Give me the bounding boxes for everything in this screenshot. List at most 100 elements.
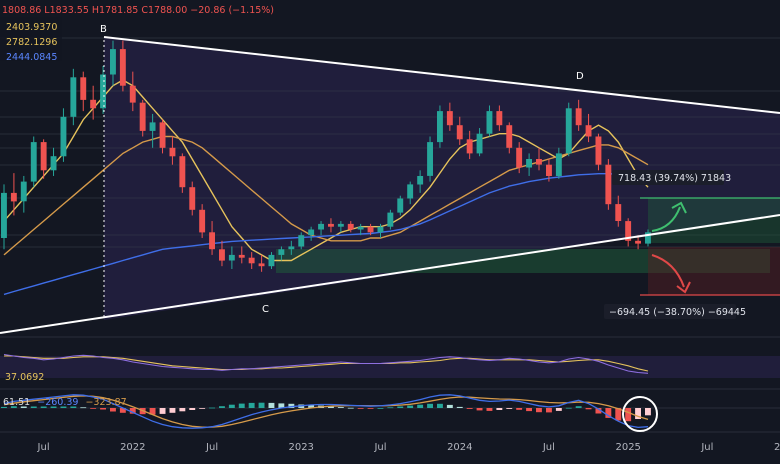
macd-histogram-bar-44 bbox=[437, 403, 443, 408]
candle-body-33 bbox=[328, 223, 334, 227]
x-tick-label-3: 2023 bbox=[288, 442, 313, 453]
macd-histogram-bar-28 bbox=[278, 403, 285, 408]
candle-body-63 bbox=[625, 221, 632, 241]
macd-histogram-bar-7 bbox=[70, 406, 77, 408]
candle-body-42 bbox=[417, 176, 424, 185]
candle-body-44 bbox=[437, 111, 443, 143]
candle-body-28 bbox=[278, 249, 285, 255]
macd-histogram-bar-56 bbox=[555, 408, 562, 411]
macd-histogram-bar-61 bbox=[605, 408, 612, 418]
macd-histogram-bar-12 bbox=[119, 408, 126, 413]
up-target-label-bg bbox=[612, 170, 724, 185]
candle-body-35 bbox=[347, 223, 354, 230]
macd-histogram-bar-10 bbox=[100, 408, 106, 410]
macd-histogram-bar-50 bbox=[496, 408, 503, 410]
lower-trendline bbox=[0, 214, 780, 334]
macd-histogram-bar-17 bbox=[169, 408, 176, 413]
macd-histogram-bar-8 bbox=[80, 407, 87, 409]
macd-histogram-bar-9 bbox=[90, 408, 97, 409]
candle-body-2 bbox=[20, 181, 27, 202]
candle-body-8 bbox=[80, 77, 87, 100]
ma-legend-3: 2444.0845 bbox=[6, 52, 57, 63]
candle-body-19 bbox=[189, 187, 196, 210]
candle-body-57 bbox=[565, 108, 572, 154]
macd-histogram-bar-36 bbox=[357, 408, 364, 409]
macd-histogram-bar-52 bbox=[516, 408, 523, 410]
macd-histogram-bar-3 bbox=[30, 406, 37, 408]
candle-body-12 bbox=[119, 49, 126, 86]
candle-body-58 bbox=[575, 108, 582, 126]
candle-body-54 bbox=[536, 159, 542, 165]
macd-histogram-bar-5 bbox=[50, 406, 57, 408]
svg-text:61.51 −260.39 −323: 61.51 −260.39 −323.87 bbox=[3, 397, 127, 408]
macd-histogram-bar-24 bbox=[238, 403, 245, 408]
x-tick-label-8: Jul bbox=[700, 442, 713, 453]
x-tick-label-7: 2025 bbox=[615, 442, 640, 453]
macd-histogram-bar-51 bbox=[506, 408, 513, 409]
candle-body-61 bbox=[605, 164, 612, 205]
candle-body-7 bbox=[70, 77, 77, 117]
candle-body-4 bbox=[40, 142, 47, 171]
candle-body-53 bbox=[526, 159, 532, 168]
candle-body-11 bbox=[110, 49, 116, 75]
down-projection-arrow bbox=[651, 254, 685, 288]
candle-body-14 bbox=[139, 102, 146, 131]
macd-histogram-bar-39 bbox=[387, 407, 394, 409]
macd-line bbox=[3, 394, 649, 429]
macd-histogram-bar-63 bbox=[625, 408, 632, 422]
macd-histogram-bar-64 bbox=[635, 408, 641, 419]
candle-body-1 bbox=[10, 192, 17, 202]
x-tick-label-1: 2022 bbox=[120, 442, 145, 453]
down-target-label: −694.45 (−38.70%) −69445 bbox=[609, 307, 746, 318]
candle-body-45 bbox=[446, 111, 453, 126]
candle-body-9 bbox=[90, 99, 97, 109]
candle-body-23 bbox=[228, 254, 235, 261]
up-projection-arrow bbox=[651, 206, 681, 232]
macd-histogram-bar-48 bbox=[476, 408, 483, 411]
rsi-line bbox=[3, 353, 649, 374]
candle-body-52 bbox=[516, 147, 523, 168]
macd-histogram-bar-15 bbox=[149, 408, 156, 415]
candle-body-32 bbox=[318, 223, 324, 230]
x-tick-label-9: 2026 bbox=[774, 442, 780, 453]
candle-body-24 bbox=[238, 254, 245, 258]
macd-histogram-bar-27 bbox=[268, 402, 275, 408]
macd-histogram-bar-4 bbox=[40, 406, 47, 408]
macd-histogram-bar-65 bbox=[645, 408, 651, 416]
macd-histogram-bar-45 bbox=[446, 404, 453, 408]
ma-legend-bg bbox=[0, 17, 62, 61]
candle-body-22 bbox=[219, 249, 225, 261]
candle-body-43 bbox=[427, 142, 433, 176]
candle-body-31 bbox=[308, 229, 315, 236]
candle-body-16 bbox=[159, 122, 166, 148]
ma-legend-1: 2403.9370 bbox=[6, 22, 57, 33]
candle-body-17 bbox=[169, 147, 176, 157]
candle-body-0 bbox=[1, 192, 7, 238]
macd-signal-label: −323.87 bbox=[85, 397, 126, 408]
candle-body-10 bbox=[100, 74, 106, 109]
macd-value-label: 61.51 bbox=[3, 397, 30, 408]
candle-body-20 bbox=[199, 209, 206, 233]
down-target-label-bg bbox=[604, 304, 736, 319]
macd-histogram-bar-46 bbox=[456, 406, 463, 408]
candle-body-26 bbox=[258, 263, 265, 267]
rsi-ma-line bbox=[4, 355, 649, 372]
macd-histogram-bar-47 bbox=[466, 408, 473, 409]
macd-histogram-bar-53 bbox=[526, 408, 532, 412]
rsi-band bbox=[0, 356, 780, 378]
point-label-d: D bbox=[576, 71, 584, 82]
macd-indicator bbox=[0, 394, 780, 429]
candle-body-40 bbox=[397, 198, 404, 213]
up-target-label: 718.43 (39.74%) 71843 bbox=[618, 173, 731, 184]
candle-body-5 bbox=[50, 156, 57, 171]
macd-histogram-bar-11 bbox=[110, 408, 116, 412]
rsi-indicator bbox=[3, 353, 649, 374]
macd-signal-line bbox=[3, 395, 649, 428]
macd-histogram-bar-21 bbox=[209, 407, 215, 409]
x-tick-label-5: 2024 bbox=[447, 442, 472, 453]
candle-body-51 bbox=[506, 125, 513, 148]
candlesticks bbox=[1, 40, 651, 272]
candle-body-29 bbox=[288, 246, 295, 250]
candle-body-27 bbox=[268, 254, 275, 267]
